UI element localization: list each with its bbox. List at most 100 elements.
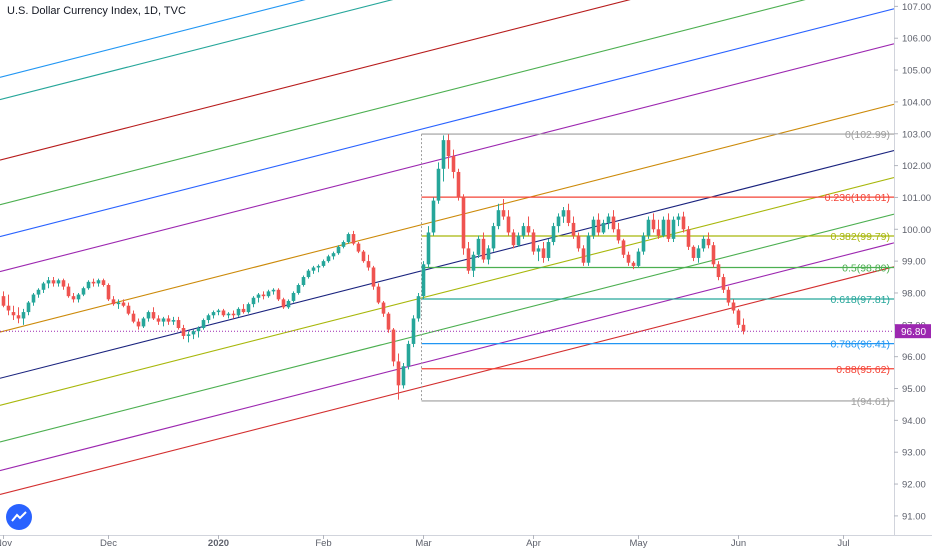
candle-body	[336, 246, 341, 254]
y-tick-label: 99.00	[902, 257, 926, 268]
candle-body	[481, 238, 486, 260]
candle-body	[326, 256, 331, 262]
candle-body	[56, 280, 61, 284]
candle-body	[621, 240, 626, 255]
candle-body	[76, 294, 81, 300]
candle-body	[136, 321, 141, 327]
channel-line	[0, 43, 894, 273]
candle-body	[671, 219, 676, 239]
x-tick-label: Jun	[731, 538, 746, 549]
current-price-label: 96.80	[901, 327, 926, 338]
candle-body	[561, 210, 566, 217]
x-tick-label: Nov	[0, 538, 12, 549]
candle-body	[276, 289, 281, 300]
candle-body	[231, 313, 236, 316]
y-tick-label: 103.00	[902, 129, 931, 140]
candle-body	[181, 328, 186, 336]
candle-body	[341, 242, 346, 247]
candle-body	[31, 294, 36, 303]
candle-body	[351, 234, 356, 244]
candle-body	[711, 245, 716, 265]
y-tick-label: 96.00	[902, 352, 926, 363]
y-tick-label: 92.00	[902, 480, 926, 491]
candle-body	[356, 243, 361, 252]
candle-body	[706, 238, 711, 246]
candle-body	[191, 331, 196, 335]
candle-body	[286, 300, 291, 308]
channel-line	[0, 0, 306, 78]
y-tick-label: 101.00	[902, 193, 931, 204]
candle-body	[426, 232, 431, 265]
candle-body	[261, 294, 266, 297]
candle-body	[476, 238, 481, 255]
channel-line	[0, 8, 894, 238]
candle-body	[446, 140, 451, 157]
candle-body	[151, 312, 156, 319]
candle-body	[26, 302, 31, 313]
candle-body	[281, 299, 286, 308]
candle-body	[461, 197, 466, 249]
y-tick-label: 100.00	[902, 225, 931, 236]
x-tick-label: Apr	[526, 538, 541, 549]
candle-body	[691, 246, 696, 258]
candle-body	[661, 219, 666, 236]
channel-line	[0, 242, 894, 472]
x-tick-label: May	[630, 538, 648, 549]
candle-body	[361, 251, 366, 262]
candle-body	[271, 289, 276, 292]
channel-line	[0, 266, 894, 496]
tradingview-logo-icon[interactable]	[6, 504, 32, 530]
y-tick-label: 94.00	[902, 416, 926, 427]
candle-body	[116, 302, 121, 305]
candle-body	[226, 313, 231, 316]
candle-body	[581, 248, 586, 263]
candle-body	[416, 296, 421, 319]
candle-body	[391, 329, 396, 362]
candle-body	[196, 328, 201, 332]
chart-title: U.S. Dollar Currency Index, 1D, TVC	[7, 5, 186, 17]
candle-body	[296, 285, 301, 293]
candle-body	[251, 297, 256, 305]
candle-body	[616, 229, 621, 241]
candle-body	[381, 302, 386, 314]
candle-body	[121, 302, 126, 306]
candle-body	[466, 248, 471, 271]
candle-body	[201, 320, 206, 329]
candle-body	[631, 262, 636, 266]
candle-body	[146, 312, 151, 319]
fib-level-label: 0.786(96.41)	[830, 339, 890, 351]
y-tick-label: 107.00	[902, 2, 931, 13]
candle-body	[176, 320, 181, 329]
candle-body	[256, 294, 261, 298]
candle-body	[601, 222, 606, 233]
candle-body	[726, 289, 731, 303]
candle-body	[521, 226, 526, 236]
y-tick-label: 102.00	[902, 161, 931, 172]
candle-body	[401, 366, 406, 386]
candle-body	[606, 216, 611, 223]
candle-body	[46, 280, 51, 284]
fib-level-label: 0.382(99.79)	[830, 231, 890, 243]
candle-body	[686, 229, 691, 247]
candle-body	[131, 313, 136, 322]
candle-body	[731, 302, 736, 311]
candle-body	[301, 277, 306, 286]
candle-body	[596, 219, 601, 233]
candle-body	[586, 235, 591, 263]
fib-level-label: 0.618(97.81)	[830, 294, 890, 306]
candle-body	[571, 222, 576, 236]
candle-body	[451, 156, 456, 172]
channel-line	[0, 0, 806, 206]
x-tick-label: 2020	[208, 538, 229, 549]
candle-body	[6, 305, 11, 311]
candle-body	[36, 289, 41, 295]
candle-body	[111, 299, 116, 305]
candle-body	[91, 281, 96, 284]
candle-body	[371, 267, 376, 287]
candle-body	[436, 168, 441, 201]
candle-body	[656, 229, 661, 236]
x-tick-label: Feb	[315, 538, 331, 549]
candle-body	[516, 235, 521, 246]
